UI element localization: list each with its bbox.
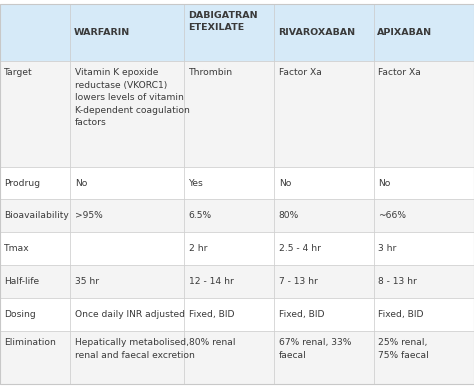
Bar (274, 199, 374, 232)
Bar (374, 265, 474, 298)
Text: 3 hr: 3 hr (378, 244, 397, 253)
Text: Target: Target (4, 68, 32, 77)
Text: 2.5 - 4 hr: 2.5 - 4 hr (279, 244, 321, 253)
Text: 2 hr: 2 hr (189, 244, 207, 253)
Bar (374, 61, 474, 166)
Bar (0, 166, 70, 199)
Text: Hepatically metabolised,
renal and faecal excretion: Hepatically metabolised, renal and faeca… (75, 338, 195, 360)
Text: Dosing: Dosing (4, 310, 36, 319)
Text: >95%: >95% (75, 211, 103, 220)
Text: 80%: 80% (279, 211, 299, 220)
Text: Elimination: Elimination (4, 338, 55, 347)
Bar (184, 298, 274, 331)
Bar (184, 232, 274, 265)
Text: No: No (378, 178, 391, 187)
Bar (184, 199, 274, 232)
Bar (184, 265, 274, 298)
Text: Half-life: Half-life (4, 277, 39, 286)
Text: Fixed, BID: Fixed, BID (279, 310, 324, 319)
Text: Factor Xa: Factor Xa (279, 68, 321, 77)
Text: Vitamin K epoxide
reductase (VKORC1)
lowers levels of vitamin
K-dependent coagul: Vitamin K epoxide reductase (VKORC1) low… (75, 68, 190, 127)
Bar (0, 199, 70, 232)
Bar (274, 232, 374, 265)
Bar (274, 4, 374, 61)
Text: APIXABAN: APIXABAN (377, 28, 432, 37)
Bar (184, 331, 274, 384)
Text: Fixed, BID: Fixed, BID (189, 310, 234, 319)
Bar (374, 331, 474, 384)
Text: 67% renal, 33%
faecal: 67% renal, 33% faecal (279, 338, 351, 360)
Text: 12 - 14 hr: 12 - 14 hr (189, 277, 234, 286)
Text: Once daily INR adjusted: Once daily INR adjusted (75, 310, 185, 319)
Text: 80% renal: 80% renal (189, 338, 235, 347)
Bar (274, 265, 374, 298)
Bar (0, 331, 70, 384)
Bar (274, 166, 374, 199)
Bar (0, 232, 70, 265)
Bar (0, 265, 70, 298)
Bar (70, 166, 184, 199)
Bar (70, 298, 184, 331)
Text: No: No (75, 178, 87, 187)
Text: Fixed, BID: Fixed, BID (378, 310, 424, 319)
Bar (0, 298, 70, 331)
Bar (374, 199, 474, 232)
Bar (374, 232, 474, 265)
Bar (70, 61, 184, 166)
Text: Bioavailability: Bioavailability (4, 211, 69, 220)
Text: No: No (279, 178, 291, 187)
Text: WARFARIN: WARFARIN (74, 28, 130, 37)
Text: 35 hr: 35 hr (75, 277, 99, 286)
Text: Yes: Yes (189, 178, 203, 187)
Bar (70, 331, 184, 384)
Bar (184, 61, 274, 166)
Bar (0, 4, 70, 61)
Bar (374, 298, 474, 331)
Text: DABIGATRAN
ETEXILATE: DABIGATRAN ETEXILATE (188, 11, 257, 32)
Bar (70, 265, 184, 298)
Bar (70, 199, 184, 232)
Bar (374, 166, 474, 199)
Bar (70, 4, 184, 61)
Bar (274, 61, 374, 166)
Text: 25% renal,
75% faecal: 25% renal, 75% faecal (378, 338, 429, 360)
Text: Thrombin: Thrombin (189, 68, 233, 77)
Bar (0, 61, 70, 166)
Text: 8 - 13 hr: 8 - 13 hr (378, 277, 417, 286)
Text: Prodrug: Prodrug (4, 178, 40, 187)
Bar (184, 166, 274, 199)
Text: Tmax: Tmax (4, 244, 29, 253)
Text: 7 - 13 hr: 7 - 13 hr (279, 277, 318, 286)
Bar (274, 298, 374, 331)
Bar (70, 232, 184, 265)
Bar (184, 4, 274, 61)
Text: ~66%: ~66% (378, 211, 406, 220)
Text: RIVAROXABAN: RIVAROXABAN (278, 28, 355, 37)
Bar (374, 4, 474, 61)
Text: Factor Xa: Factor Xa (378, 68, 421, 77)
Bar (274, 331, 374, 384)
Text: 6.5%: 6.5% (189, 211, 212, 220)
